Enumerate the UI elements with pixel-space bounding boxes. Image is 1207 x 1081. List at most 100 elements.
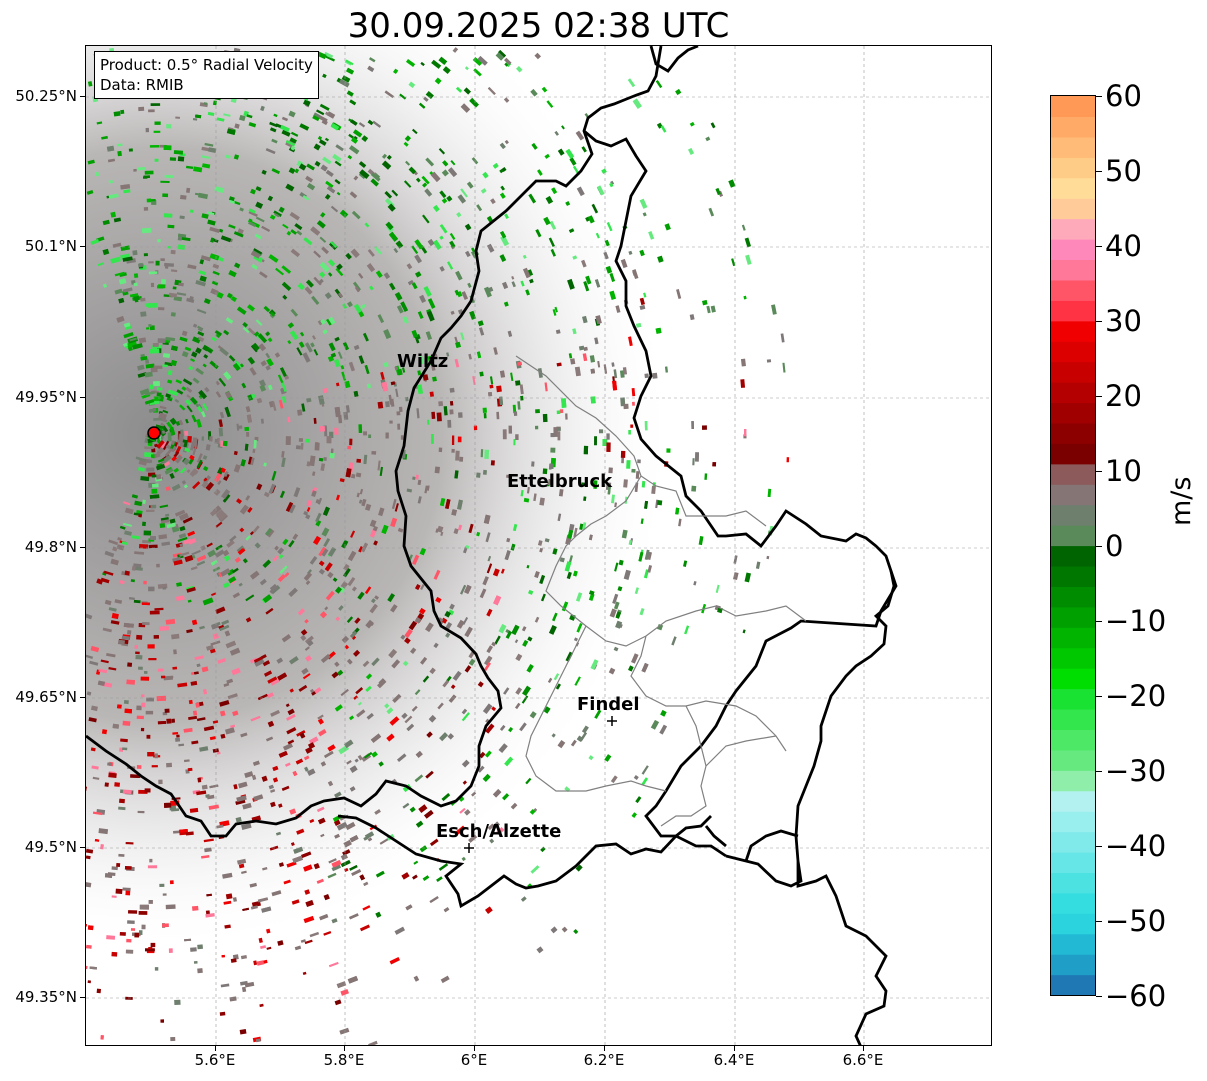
velocity-echo-cell bbox=[112, 242, 122, 248]
velocity-echo-cell bbox=[292, 770, 298, 777]
velocity-echo-cell bbox=[201, 666, 209, 673]
velocity-echo-cell bbox=[301, 851, 312, 858]
velocity-echo-cell bbox=[620, 258, 628, 269]
velocity-echo-cell bbox=[129, 337, 137, 342]
velocity-echo-cell bbox=[354, 758, 359, 763]
velocity-echo-cell bbox=[582, 353, 588, 362]
velocity-echo-cell bbox=[502, 793, 510, 801]
velocity-echo-cell bbox=[341, 75, 351, 83]
velocity-echo-cell bbox=[317, 51, 327, 60]
velocity-echo-cell bbox=[252, 525, 260, 533]
velocity-echo-cell bbox=[300, 629, 308, 636]
velocity-echo-cell bbox=[178, 282, 184, 287]
velocity-echo-cell bbox=[229, 200, 235, 204]
velocity-echo-cell bbox=[366, 712, 374, 720]
velocity-echo-cell bbox=[201, 436, 205, 441]
velocity-echo-cell bbox=[675, 507, 680, 515]
velocity-echo-cell bbox=[120, 738, 128, 743]
velocity-echo-cell bbox=[371, 657, 380, 667]
velocity-echo-cell bbox=[482, 773, 491, 782]
velocity-echo-cell bbox=[282, 742, 294, 751]
velocity-echo-cell bbox=[426, 485, 430, 491]
velocity-echo-cell bbox=[565, 413, 568, 420]
velocity-echo-cell bbox=[610, 180, 615, 186]
velocity-echo-cell bbox=[239, 114, 246, 122]
velocity-echo-cell bbox=[250, 715, 261, 722]
velocity-echo-cell bbox=[313, 276, 322, 286]
velocity-echo-cell bbox=[257, 897, 269, 903]
velocity-echo-cell bbox=[203, 298, 211, 305]
velocity-echo-cell bbox=[561, 926, 568, 933]
velocity-echo-cell bbox=[298, 684, 308, 692]
velocity-echo-cell bbox=[576, 623, 583, 633]
velocity-echo-cell bbox=[578, 345, 585, 351]
velocity-echo-cell bbox=[461, 708, 468, 715]
velocity-echo-cell bbox=[590, 659, 599, 670]
colorbar-tick bbox=[1096, 246, 1102, 247]
radar-site-marker[interactable] bbox=[147, 426, 161, 440]
velocity-echo-cell bbox=[330, 122, 340, 131]
velocity-echo-cell bbox=[270, 789, 276, 793]
colorbar-segment bbox=[1051, 239, 1095, 261]
velocity-echo-cell bbox=[294, 945, 302, 951]
velocity-echo-cell bbox=[409, 806, 416, 813]
velocity-echo-cell bbox=[631, 468, 636, 473]
velocity-echo-cell bbox=[416, 177, 421, 183]
velocity-echo-cell bbox=[176, 734, 180, 738]
lat-tick bbox=[80, 246, 85, 247]
lon-tick-label: 6°E bbox=[460, 1051, 488, 1069]
velocity-echo-cell bbox=[114, 271, 125, 277]
velocity-echo-cell bbox=[97, 680, 106, 686]
velocity-echo-cell bbox=[454, 470, 459, 479]
lat-tick bbox=[80, 847, 85, 848]
velocity-echo-cell bbox=[728, 179, 736, 188]
velocity-echo-cell bbox=[365, 503, 372, 511]
velocity-echo-cell bbox=[361, 542, 369, 553]
velocity-echo-cell bbox=[203, 725, 215, 732]
velocity-echo-cell bbox=[196, 453, 203, 463]
velocity-echo-cell bbox=[182, 516, 193, 524]
velocity-echo-cell bbox=[196, 663, 201, 667]
velocity-echo-cell bbox=[377, 401, 384, 409]
velocity-echo-cell bbox=[147, 644, 155, 649]
velocity-echo-cell bbox=[468, 834, 478, 843]
velocity-echo-cell bbox=[279, 565, 288, 575]
velocity-echo-cell bbox=[263, 462, 267, 467]
velocity-echo-cell bbox=[87, 81, 93, 87]
velocity-echo-cell bbox=[123, 189, 131, 194]
velocity-echo-cell bbox=[161, 430, 166, 435]
velocity-echo-cell bbox=[345, 468, 352, 478]
velocity-echo-cell bbox=[136, 715, 144, 720]
velocity-echo-cell bbox=[134, 932, 140, 938]
velocity-echo-cell bbox=[401, 872, 410, 880]
velocity-echo-cell bbox=[161, 923, 169, 928]
velocity-echo-cell bbox=[530, 88, 538, 97]
velocity-echo-cell bbox=[541, 86, 548, 93]
velocity-echo-cell bbox=[317, 714, 324, 720]
velocity-echo-cell bbox=[98, 828, 109, 835]
colorbar-segment bbox=[1051, 749, 1095, 771]
velocity-echo-cell bbox=[342, 303, 348, 310]
velocity-echo-cell bbox=[338, 605, 344, 611]
radar-map[interactable] bbox=[85, 45, 992, 1046]
velocity-echo-cell bbox=[408, 81, 416, 89]
velocity-echo-cell bbox=[411, 282, 418, 290]
velocity-echo-cell bbox=[367, 248, 375, 257]
velocity-echo-cell bbox=[455, 825, 466, 835]
velocity-echo-cell bbox=[464, 809, 471, 816]
velocity-echo-cell bbox=[478, 327, 485, 336]
velocity-echo-cell bbox=[236, 423, 240, 431]
velocity-echo-cell bbox=[441, 169, 449, 177]
velocity-echo-cell bbox=[557, 148, 565, 156]
velocity-echo-cell bbox=[440, 531, 444, 537]
radar-map-canvas bbox=[86, 46, 991, 1045]
velocity-echo-cell bbox=[337, 351, 343, 360]
velocity-echo-cell bbox=[170, 440, 176, 446]
velocity-echo-cell bbox=[133, 282, 138, 287]
velocity-echo-cell bbox=[317, 718, 325, 725]
velocity-echo-cell bbox=[104, 599, 112, 606]
velocity-echo-cell bbox=[148, 899, 153, 904]
velocity-echo-cell bbox=[125, 949, 134, 954]
velocity-echo-cell bbox=[498, 623, 507, 634]
velocity-echo-cell bbox=[168, 948, 173, 953]
